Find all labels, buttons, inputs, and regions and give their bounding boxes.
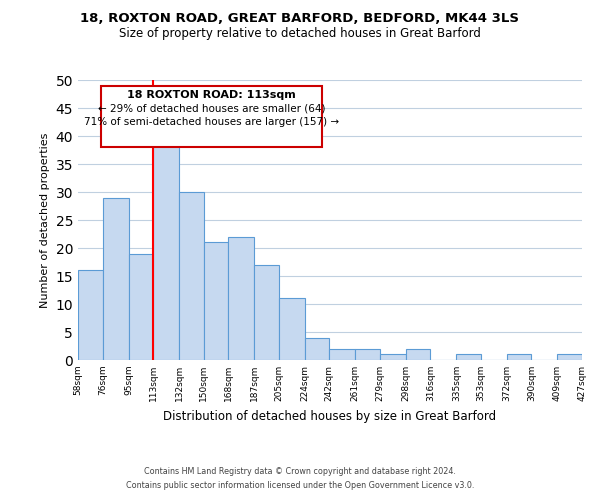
Bar: [228, 237, 254, 360]
Text: 18 ROXTON ROAD: 113sqm: 18 ROXTON ROAD: 113sqm: [127, 90, 296, 100]
Bar: [78, 270, 103, 360]
Bar: [305, 338, 329, 360]
Bar: [329, 349, 355, 360]
Bar: [279, 298, 305, 360]
Bar: [179, 192, 203, 360]
Text: ← 29% of detached houses are smaller (64): ← 29% of detached houses are smaller (64…: [98, 104, 325, 114]
Text: 18, ROXTON ROAD, GREAT BARFORD, BEDFORD, MK44 3LS: 18, ROXTON ROAD, GREAT BARFORD, BEDFORD,…: [80, 12, 520, 26]
Bar: [557, 354, 582, 360]
Y-axis label: Number of detached properties: Number of detached properties: [40, 132, 50, 308]
Bar: [355, 349, 380, 360]
Bar: [153, 130, 179, 360]
Text: Contains public sector information licensed under the Open Government Licence v3: Contains public sector information licen…: [126, 481, 474, 490]
Bar: [457, 354, 481, 360]
Bar: [380, 354, 406, 360]
X-axis label: Distribution of detached houses by size in Great Barford: Distribution of detached houses by size …: [163, 410, 497, 422]
FancyBboxPatch shape: [101, 86, 322, 147]
Bar: [203, 242, 228, 360]
Text: Contains HM Land Registry data © Crown copyright and database right 2024.: Contains HM Land Registry data © Crown c…: [144, 467, 456, 476]
Bar: [128, 254, 153, 360]
Bar: [254, 265, 279, 360]
Text: 71% of semi-detached houses are larger (157) →: 71% of semi-detached houses are larger (…: [84, 117, 339, 127]
Bar: [406, 349, 430, 360]
Bar: [507, 354, 532, 360]
Bar: [103, 198, 128, 360]
Text: Size of property relative to detached houses in Great Barford: Size of property relative to detached ho…: [119, 28, 481, 40]
